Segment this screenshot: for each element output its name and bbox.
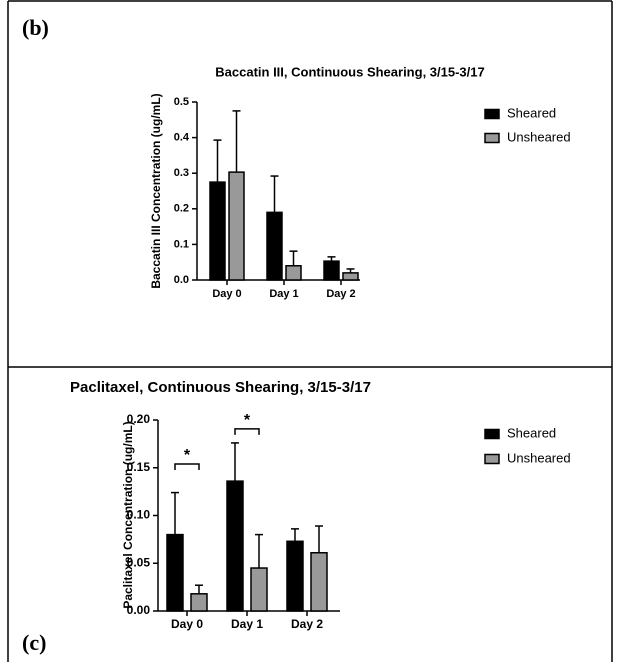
x-tick-label: Day 1 — [269, 288, 298, 300]
bar — [228, 171, 245, 281]
y-tick-label: 0.1 — [174, 238, 189, 250]
annotation: * — [244, 412, 251, 429]
y-tick-label: 0.2 — [174, 203, 189, 215]
x-tick-label: Day 0 — [212, 288, 241, 300]
annotation: * — [184, 447, 191, 464]
bar — [250, 567, 268, 612]
legend-swatch — [484, 108, 500, 120]
bar — [286, 540, 304, 612]
bar — [226, 480, 244, 612]
legend-swatch — [484, 132, 500, 144]
y-tick-label: 0.3 — [174, 167, 189, 179]
bar — [266, 211, 283, 281]
x-tick-label: Day 2 — [291, 617, 323, 631]
significance-bracket — [234, 428, 260, 435]
bar — [310, 551, 328, 612]
y-tick-label: 0.15 — [127, 460, 151, 474]
legend-label: Unsheared — [507, 129, 571, 144]
chart-title: Baccatin III, Continuous Shearing, 3/15-… — [215, 64, 484, 79]
legend-label: Unsheared — [507, 450, 571, 465]
y-tick-label: 0.20 — [127, 412, 151, 426]
legend-swatch — [484, 428, 500, 440]
y-axis-label: Baccatin III Concentration (ug/mL) — [149, 93, 163, 288]
bar — [190, 593, 208, 612]
y-tick-label: 0.00 — [127, 603, 151, 617]
legend-label: Sheared — [507, 425, 556, 440]
bar — [285, 265, 302, 281]
panel-label: (c) — [22, 630, 46, 655]
y-tick-label: 0.4 — [174, 132, 190, 144]
y-tick-label: 0.10 — [127, 508, 151, 522]
y-tick-label: 0.0 — [174, 274, 189, 286]
y-tick-label: 0.5 — [174, 96, 189, 108]
x-tick-label: Day 1 — [231, 617, 263, 631]
significance-bracket — [174, 463, 200, 470]
bar — [209, 181, 226, 281]
chart-title: Paclitaxel, Continuous Shearing, 3/15-3/… — [70, 379, 371, 396]
y-axis-label: Paclitaxel Concentration (ug/mL) — [121, 421, 135, 608]
x-tick-label: Day 0 — [171, 617, 203, 631]
panel-label: (b) — [22, 15, 49, 40]
bar — [342, 272, 359, 281]
x-tick-label: Day 2 — [326, 288, 355, 300]
legend-label: Sheared — [507, 105, 556, 120]
y-tick-label: 0.05 — [127, 555, 151, 569]
bar — [166, 533, 184, 612]
bar — [323, 260, 340, 281]
legend-swatch — [484, 453, 500, 465]
